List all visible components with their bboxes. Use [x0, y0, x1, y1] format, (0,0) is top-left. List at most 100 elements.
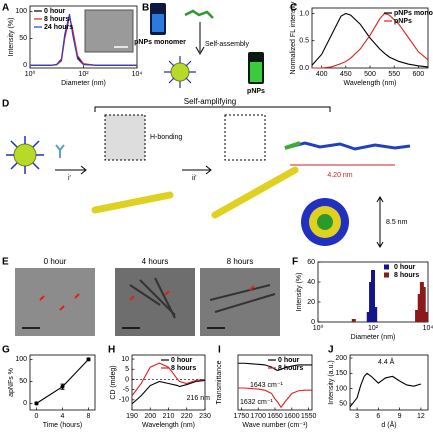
x-tick-label: 1550 [301, 413, 317, 420]
legend-label: pNPs monomer [394, 10, 433, 17]
panel-d: Self-amplifying i' H-bonding ii' 4.20 nm… [6, 97, 411, 248]
y-tick-label: 100 [335, 385, 347, 392]
y-axis-title: Normalized FL intensity [290, 1, 297, 74]
y-tick-label: 20 [307, 299, 315, 306]
panel-label: H [108, 345, 115, 356]
legend-label: 24 hours [44, 24, 73, 31]
diameter-marker [376, 196, 384, 248]
y-axis-title: apNFs % [8, 368, 15, 397]
legend-label: 8 hours [44, 16, 69, 23]
x-axis-title: Wavelength (nm) [343, 80, 396, 87]
y-axis-title: Intensity (a.u.) [328, 360, 335, 404]
panel-label: J [328, 345, 334, 356]
x-tick-label: 8 [87, 413, 91, 420]
annotation: 1643 cm⁻¹ [250, 382, 284, 389]
x-tick-label: 10⁰ [25, 70, 36, 78]
e-title: 0 hour [44, 257, 67, 266]
series-line [311, 12, 429, 68]
y-tick-label: 100 [15, 356, 27, 363]
fibers [129, 277, 276, 319]
x-axis-title: Time (hours) [43, 422, 82, 429]
bond-label: H-bonding [150, 134, 182, 141]
x-tick-label: 400 [316, 71, 328, 78]
y-axis-title: CD (mdeg) [110, 365, 117, 399]
annotation: 4.4 Å [378, 357, 395, 366]
bar [417, 294, 422, 322]
monomer-icon [184, 9, 214, 19]
y-tick-label: 100 [15, 8, 27, 15]
bar [371, 270, 375, 322]
series-line [30, 13, 137, 66]
cross-section-center [317, 214, 333, 230]
y-tick-label: 10 [121, 356, 129, 363]
y-axis-title: Intensity (%) [296, 273, 303, 312]
panel-label: C [290, 3, 297, 14]
product-label: pNPs [247, 88, 265, 95]
legend-label: 8 hours [171, 365, 196, 372]
x-tick-label: 230 [199, 413, 211, 420]
x-tick-label: 1750 [234, 413, 250, 420]
bar [373, 307, 378, 322]
panel-b: pNPs monomer Self-assembly pNPs [134, 3, 265, 95]
step1: i' [68, 175, 71, 182]
y-tick-label: 0 [311, 319, 315, 326]
x-tick-label: 210 [163, 413, 175, 420]
monomer-label: pNPs monomer [134, 39, 186, 46]
annotation: 1632 cm⁻¹ [240, 399, 274, 406]
x-tick-label: 12 [417, 413, 425, 420]
x-tick-label: 10² [78, 71, 89, 78]
y-tick-label: 40 [307, 279, 315, 286]
arrow-i [55, 165, 87, 175]
chart: 400 450 500 550 600 0.0 0.5 1.0 Wavelength (nm) N… [290, 1, 433, 87]
arrows [39, 285, 255, 311]
bar [366, 312, 371, 322]
chart: 10⁰ 10² 10⁴ 0 50 100 Diameter (nm) Intensity (%… [8, 5, 143, 87]
y-tick-label: 1.0 [299, 10, 309, 17]
x-axis-title: Diameter (nm) [351, 334, 396, 341]
marker [60, 384, 65, 389]
plot-frame [349, 354, 429, 411]
assembly-label: Self-assembly [205, 41, 249, 48]
molecule [284, 141, 411, 151]
y-tick-label: 200 [335, 355, 347, 362]
y-tick-label: 0 [23, 62, 27, 69]
panel-label: G [2, 345, 10, 356]
x-axis-title: d (Å) [381, 420, 396, 429]
x-axis-title: Wave number (cm⁻¹) [242, 422, 307, 429]
panel-label: D [2, 99, 9, 110]
series-line [131, 362, 206, 397]
tem-image [200, 268, 280, 336]
legend-swatch [384, 272, 389, 278]
bar [351, 319, 356, 322]
legend-label: 0 hour [278, 357, 300, 364]
fiber [211, 166, 299, 219]
x-tick-label: 190 [126, 413, 138, 420]
x-tick-label: 10⁰ [313, 324, 324, 332]
series-line [131, 379, 206, 405]
chart: 3 6 9 12 50 100 150 200 d (Å) Intensity (a.u.) 4.4… [328, 354, 429, 429]
legend-label: 8 hours [278, 365, 303, 372]
panel-label: F [292, 257, 298, 268]
y-tick-label: 0 [125, 376, 129, 383]
vial-liquid [250, 62, 262, 82]
tem-inset [84, 9, 134, 53]
panel-label: B [142, 3, 149, 14]
y-tick-label: 150 [335, 370, 347, 377]
bar [415, 310, 420, 322]
legend-label: 0 hour [394, 264, 416, 271]
marker [86, 357, 91, 362]
e-title: 8 hours [227, 257, 254, 266]
x-tick-label: 10² [368, 325, 379, 332]
y-tick-label: 50 [19, 378, 27, 385]
bracket [94, 106, 331, 112]
x-tick-label: 6 [376, 413, 380, 420]
zoom-box [104, 114, 146, 161]
panel-label: E [2, 257, 9, 268]
y-tick-label: 0.5 [299, 38, 309, 45]
fiber [91, 191, 174, 214]
x-tick-label: 500 [364, 71, 376, 78]
chart: 1750 1700 1650 1600 1550 Wave number (cm⁻¹) Tr… [216, 354, 317, 429]
step2: ii' [192, 175, 196, 182]
y-tick-label: -10 [119, 397, 129, 404]
x-tick-label: 10⁴ [132, 71, 143, 78]
